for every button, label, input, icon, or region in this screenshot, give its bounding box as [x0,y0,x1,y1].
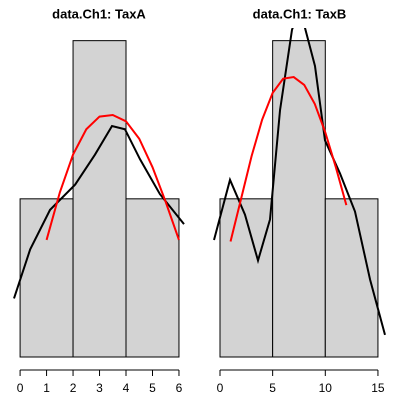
x-tick-label: 0 [17,381,24,395]
bar [19,198,74,358]
x-tick-label: 0 [217,381,224,395]
x-tick-label: 5 [149,381,156,395]
density-curve [213,28,386,336]
x-tick-label: 1 [43,381,50,395]
x-tick-label: 3 [96,381,103,395]
density-curve [45,113,180,241]
x-tick-label: 10 [319,381,333,395]
x-tick-label: 4 [123,381,130,395]
bar [125,198,180,358]
x-tick-label: 6 [176,381,183,395]
bar [72,40,127,358]
density-curve [229,75,348,242]
chart-title: data.Ch1: TaxB [253,6,347,21]
x-tick-label: 15 [371,381,385,395]
x-tick-label: 5 [269,381,276,395]
chart-title: data.Ch1: TaxA [52,6,146,21]
x-tick-label: 2 [70,381,77,395]
curves [13,113,185,299]
curves [213,28,386,336]
density-curve [13,124,185,299]
